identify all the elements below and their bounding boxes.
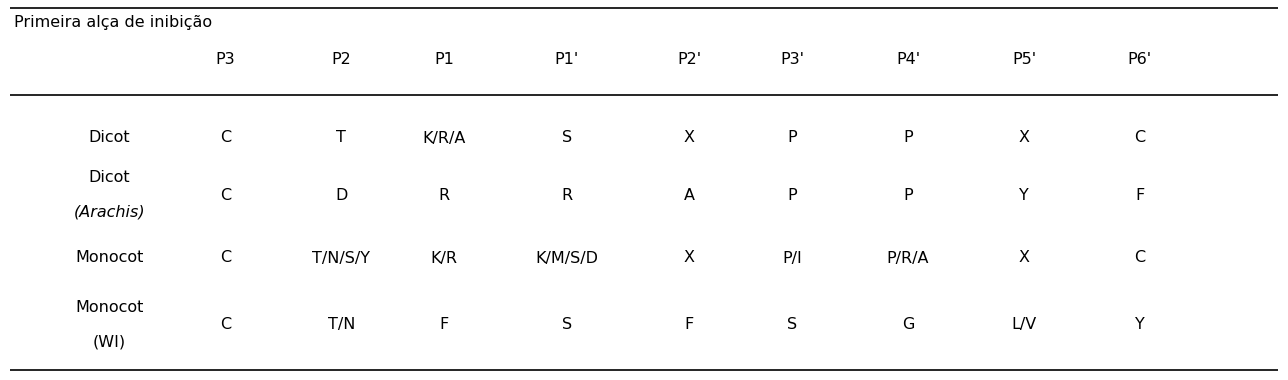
Text: X: X	[684, 130, 694, 146]
Text: R: R	[562, 187, 572, 203]
Text: P2: P2	[331, 52, 352, 68]
Text: X: X	[1019, 130, 1029, 146]
Text: P6': P6'	[1128, 52, 1151, 68]
Text: K/R/A: K/R/A	[422, 130, 466, 146]
Text: P3: P3	[215, 52, 236, 68]
Text: S: S	[562, 130, 572, 146]
Text: (Arachis): (Arachis)	[73, 204, 146, 220]
Text: F: F	[439, 317, 450, 332]
Text: R: R	[439, 187, 450, 203]
Text: Dicot: Dicot	[89, 130, 130, 146]
Text: P/R/A: P/R/A	[887, 250, 929, 266]
Text: Y: Y	[1135, 317, 1145, 332]
Text: Dicot: Dicot	[89, 171, 130, 185]
Text: P2': P2'	[677, 52, 701, 68]
Text: T: T	[336, 130, 346, 146]
Text: P1': P1'	[555, 52, 578, 68]
Text: P: P	[787, 187, 797, 203]
Text: T/N/S/Y: T/N/S/Y	[312, 250, 371, 266]
Text: F: F	[684, 317, 694, 332]
Text: C: C	[1135, 130, 1145, 146]
Text: F: F	[1135, 187, 1145, 203]
Text: Y: Y	[1019, 187, 1029, 203]
Text: P: P	[903, 130, 913, 146]
Text: T/N: T/N	[327, 317, 355, 332]
Text: K/M/S/D: K/M/S/D	[536, 250, 598, 266]
Text: P5': P5'	[1012, 52, 1036, 68]
Text: S: S	[787, 317, 797, 332]
Text: P4': P4'	[896, 52, 920, 68]
Text: P1: P1	[434, 52, 455, 68]
Text: X: X	[684, 250, 694, 266]
Text: C: C	[220, 187, 231, 203]
Text: Monocot: Monocot	[75, 250, 144, 266]
Text: G: G	[902, 317, 914, 332]
Text: Monocot: Monocot	[75, 299, 144, 315]
Text: X: X	[1019, 250, 1029, 266]
Text: C: C	[1135, 250, 1145, 266]
Text: P: P	[903, 187, 913, 203]
Text: L/V: L/V	[1011, 317, 1037, 332]
Text: A: A	[684, 187, 694, 203]
Text: C: C	[220, 317, 231, 332]
Text: P/I: P/I	[782, 250, 802, 266]
Text: D: D	[335, 187, 348, 203]
Text: C: C	[220, 130, 231, 146]
Text: C: C	[220, 250, 231, 266]
Text: Primeira alça de inibição: Primeira alça de inibição	[14, 14, 213, 30]
Text: K/R: K/R	[431, 250, 457, 266]
Text: S: S	[562, 317, 572, 332]
Text: P: P	[787, 130, 797, 146]
Text: (WI): (WI)	[93, 334, 126, 350]
Text: P3': P3'	[781, 52, 804, 68]
